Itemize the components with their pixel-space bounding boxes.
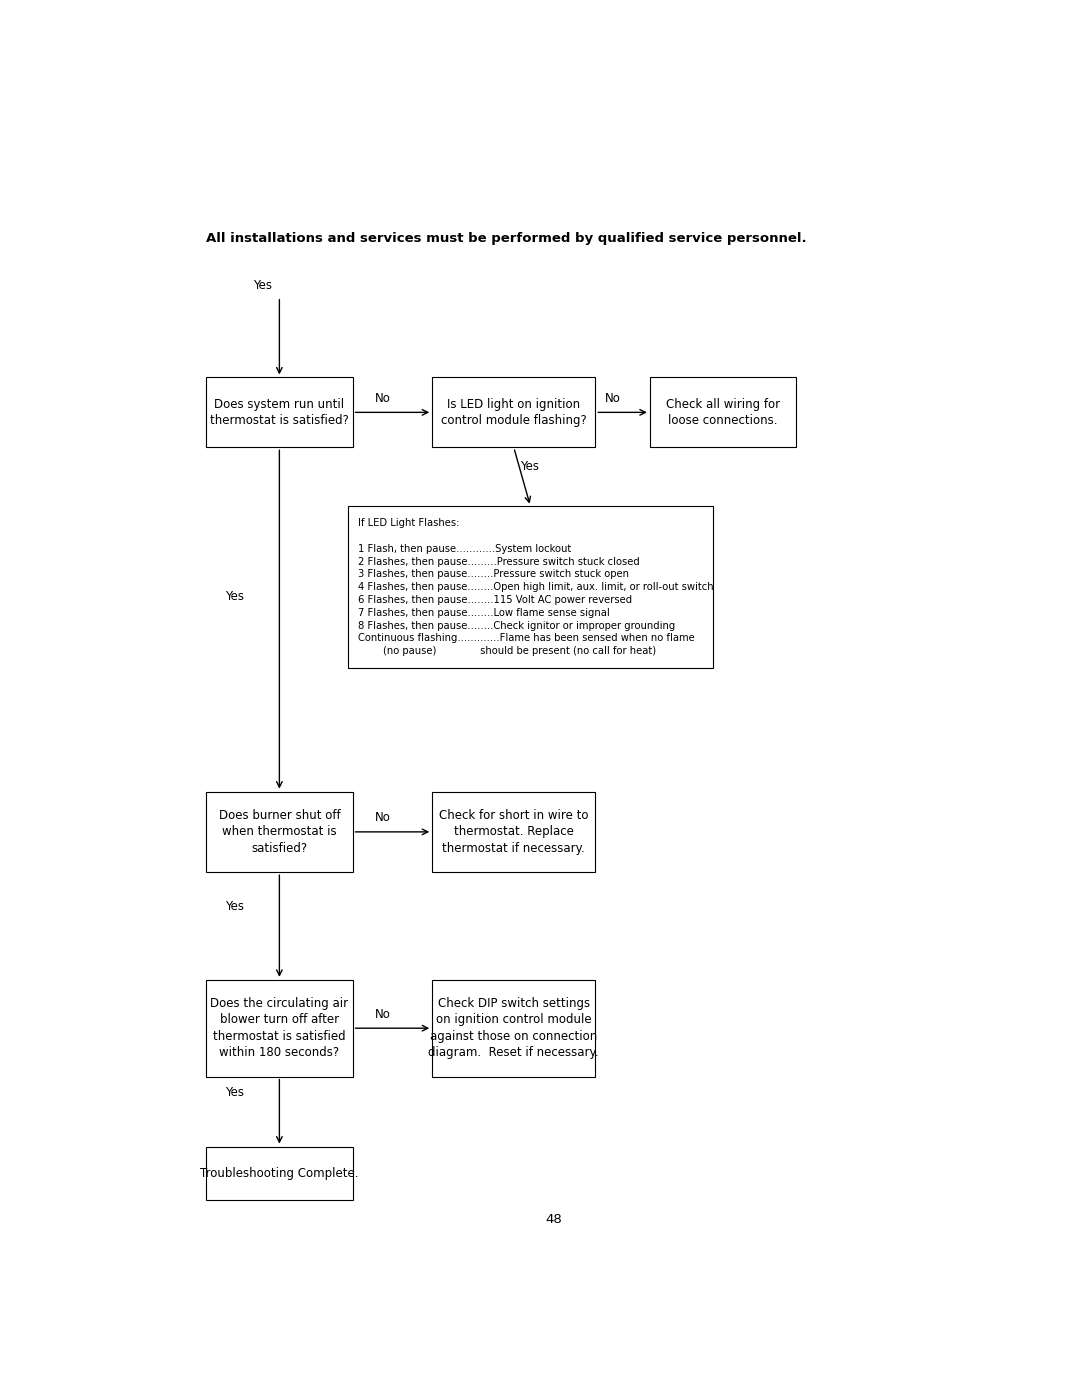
Text: No: No [375, 1007, 390, 1021]
Text: Yes: Yes [225, 1085, 244, 1098]
FancyBboxPatch shape [206, 377, 352, 447]
FancyBboxPatch shape [432, 792, 595, 872]
Text: Check all wiring for
loose connections.: Check all wiring for loose connections. [666, 398, 780, 427]
Text: No: No [605, 391, 620, 405]
Text: 48: 48 [545, 1213, 562, 1227]
Text: Yes: Yes [521, 460, 539, 474]
FancyBboxPatch shape [206, 792, 352, 872]
Text: All installations and services must be performed by qualified service personnel.: All installations and services must be p… [206, 232, 807, 246]
FancyBboxPatch shape [650, 377, 796, 447]
FancyBboxPatch shape [206, 1147, 352, 1200]
Text: No: No [375, 812, 390, 824]
FancyBboxPatch shape [349, 507, 713, 668]
Text: Does burner shut off
when thermostat is
satisfied?: Does burner shut off when thermostat is … [218, 809, 340, 855]
Text: Check for short in wire to
thermostat. Replace
thermostat if necessary.: Check for short in wire to thermostat. R… [438, 809, 589, 855]
Text: Yes: Yes [253, 279, 271, 292]
FancyBboxPatch shape [432, 377, 595, 447]
FancyBboxPatch shape [206, 979, 352, 1077]
Text: Check DIP switch settings
on ignition control module
against those on connection: Check DIP switch settings on ignition co… [429, 997, 599, 1059]
Text: If LED Light Flashes:

1 Flash, then pause............System lockout
2 Flashes, : If LED Light Flashes: 1 Flash, then paus… [359, 518, 714, 657]
Text: Does the circulating air
blower turn off after
thermostat is satisfied
within 18: Does the circulating air blower turn off… [211, 997, 349, 1059]
FancyBboxPatch shape [432, 979, 595, 1077]
Text: Troubleshooting Complete.: Troubleshooting Complete. [200, 1166, 359, 1180]
Text: Yes: Yes [225, 591, 244, 604]
Text: Is LED light on ignition
control module flashing?: Is LED light on ignition control module … [441, 398, 586, 427]
Text: No: No [375, 391, 390, 405]
Text: Yes: Yes [225, 900, 244, 914]
Text: Does system run until
thermostat is satisfied?: Does system run until thermostat is sati… [210, 398, 349, 427]
